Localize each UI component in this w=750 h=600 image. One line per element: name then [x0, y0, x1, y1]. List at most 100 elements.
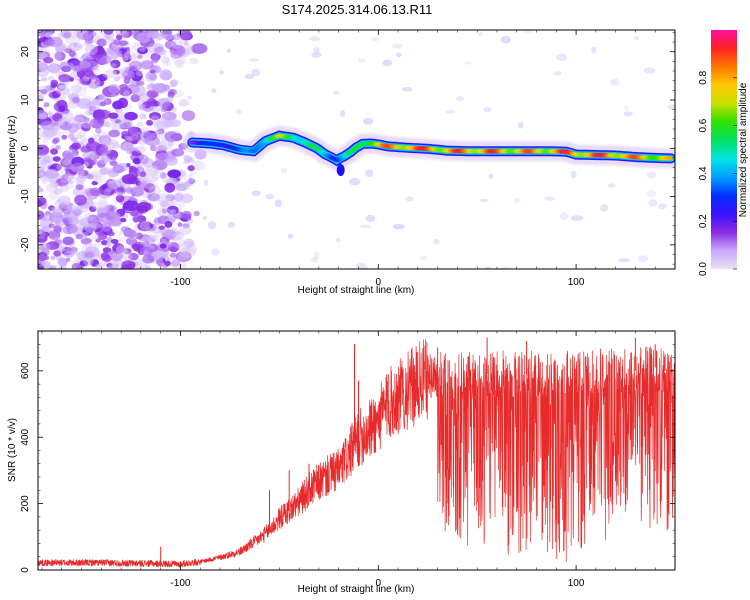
noise-blob	[175, 251, 192, 262]
faint-blob	[365, 169, 374, 178]
noise-blob	[122, 55, 129, 62]
noise-blob	[135, 232, 143, 240]
noise-blob	[106, 67, 117, 78]
noise-blob	[170, 237, 186, 248]
noise-blob	[179, 247, 196, 258]
noise-blob	[164, 182, 176, 193]
noise-blob	[131, 150, 142, 157]
spectrogram-noise-blobs	[38, 30, 675, 269]
noise-blob	[161, 57, 171, 64]
noise-blob	[61, 65, 72, 73]
faint-blob	[382, 59, 392, 67]
noise-blob	[112, 69, 120, 75]
noise-blob	[156, 121, 168, 130]
noise-blob	[128, 167, 140, 178]
noise-blob	[75, 234, 83, 240]
noise-blob	[139, 171, 147, 178]
noise-blob	[188, 177, 193, 182]
noise-blob	[149, 185, 161, 197]
noise-blob	[118, 236, 127, 243]
noise-blob	[153, 141, 168, 152]
noise-blob	[137, 46, 149, 55]
faint-blob	[600, 204, 609, 212]
noise-blob	[85, 223, 97, 234]
noise-blob	[171, 107, 177, 112]
noise-blob	[90, 155, 96, 161]
noise-blob	[139, 175, 152, 184]
faint-blob	[248, 58, 259, 62]
noise-blob	[90, 31, 97, 36]
noise-blob	[125, 187, 134, 194]
faint-blob	[348, 178, 361, 186]
y-tick-label: 200	[20, 495, 31, 512]
noise-blob	[128, 252, 139, 261]
noise-blob	[117, 254, 124, 259]
faint-blob	[228, 221, 235, 228]
noise-blob	[52, 209, 63, 217]
noise-blob	[44, 33, 52, 38]
noise-blob	[38, 229, 46, 239]
noise-blob	[98, 73, 108, 82]
noise-blob	[48, 205, 56, 211]
noise-blob	[110, 93, 118, 99]
noise-blob	[175, 230, 181, 236]
noise-blob	[163, 55, 170, 61]
x-tick-label: 0	[375, 277, 381, 288]
noise-blob	[92, 46, 105, 55]
faint-blob	[648, 199, 658, 207]
noise-blob	[38, 187, 44, 193]
noise-blob	[150, 32, 157, 37]
faint-blob	[556, 53, 568, 62]
noise-blob	[71, 263, 82, 269]
noise-blob	[100, 222, 112, 232]
noise-blob	[38, 154, 50, 165]
noise-blob	[172, 258, 181, 265]
noise-blob	[118, 118, 133, 129]
noise-blob	[178, 175, 184, 181]
faint-blob	[623, 111, 633, 117]
faint-blob	[396, 52, 402, 58]
noise-blob	[91, 233, 100, 240]
noise-blob	[54, 44, 67, 54]
faint-blob	[464, 61, 472, 65]
spectrogram-signal-ridge	[182, 125, 675, 176]
faint-blob	[433, 238, 440, 245]
noise-blob	[181, 210, 192, 220]
noise-blob	[54, 51, 66, 61]
noise-blob	[128, 60, 143, 71]
noise-blob	[40, 224, 49, 230]
noise-blob	[76, 30, 93, 40]
faint-blob	[479, 198, 489, 202]
noise-blob	[74, 112, 86, 121]
faint-blob	[226, 48, 231, 54]
faint-blob	[633, 35, 639, 41]
noise-blob	[38, 169, 46, 178]
faint-blob	[251, 68, 261, 77]
faint-blob	[310, 257, 319, 263]
noise-blob	[90, 76, 101, 86]
noise-blob	[171, 227, 178, 232]
faint-blob	[570, 215, 583, 221]
noise-blob	[41, 114, 48, 120]
noise-blob	[121, 142, 134, 153]
noise-blob	[39, 260, 51, 269]
faint-blob	[607, 183, 616, 189]
snr-x-ticks: -100 0 100	[41, 331, 676, 589]
noise-blob	[134, 145, 147, 154]
noise-blob	[104, 210, 117, 221]
noise-blob	[177, 222, 183, 227]
noise-blob	[74, 219, 89, 231]
noise-blob	[162, 118, 170, 125]
noise-blob	[63, 32, 71, 39]
noise-blob	[98, 134, 112, 146]
faint-blob	[657, 203, 667, 210]
noise-blob	[92, 173, 102, 182]
noise-blob	[108, 250, 124, 262]
noise-blob	[95, 263, 101, 269]
y-tick-label: 10	[20, 94, 31, 106]
noise-blob	[76, 98, 92, 109]
faint-blob	[445, 110, 456, 114]
noise-blob	[157, 98, 171, 109]
noise-blob	[178, 99, 190, 107]
